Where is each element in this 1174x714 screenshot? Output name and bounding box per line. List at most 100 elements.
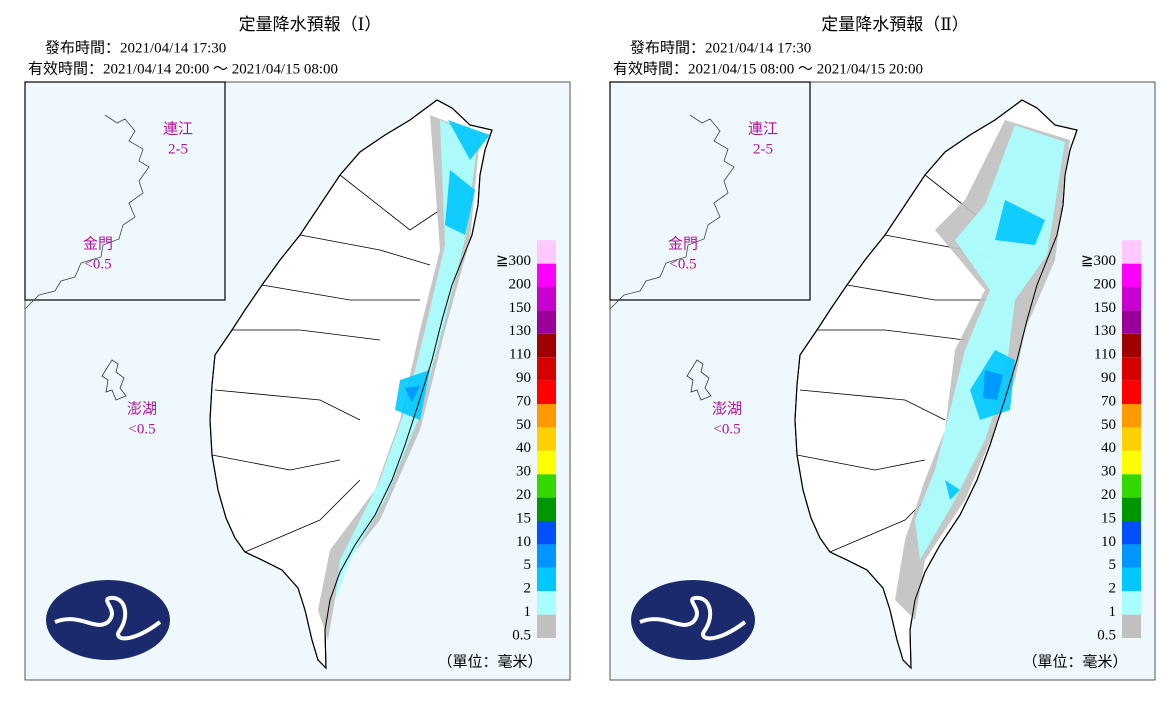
legend-label: 1: [524, 604, 532, 620]
legend-label: 1: [1109, 604, 1117, 620]
legend-label: 40: [1101, 440, 1116, 456]
legend-label: 20: [1101, 487, 1116, 503]
legend-swatch: [1122, 497, 1141, 521]
legend-swatch: [537, 333, 556, 358]
rain-area: [945, 200, 1045, 500]
inset-value: <0.5: [713, 421, 740, 437]
legend-swatch: [537, 240, 556, 264]
legend-label: 200: [509, 276, 532, 292]
legend-swatch: [537, 497, 556, 521]
inset-name: 連江: [748, 120, 778, 137]
taiwan-outline-top: [209, 99, 493, 670]
taiwan-outline-top: [794, 99, 1078, 670]
cwb-logo-swirl: [54, 595, 162, 641]
legend-swatch: [1122, 333, 1141, 358]
valid-time: 有效時間：2021/04/15 08:00 ～ 2021/04/15 20:00: [613, 60, 923, 77]
legend-swatch: [1122, 263, 1141, 287]
legend-label: 15: [516, 510, 531, 526]
legend-label: 150: [1094, 300, 1117, 316]
legend-label: 5: [1109, 557, 1117, 573]
inset-coast: [24, 114, 150, 310]
legend-swatch: [1122, 450, 1141, 475]
panel-title: 定量降水預報（Ⅱ）: [821, 15, 969, 34]
legend-swatch: [1122, 380, 1141, 404]
legend-label: 110: [509, 347, 531, 363]
forecast-panel: 定量降水預報（Ⅱ） 發布時間：2021/04/14 17:30 有效時間：2021/…: [609, 15, 1156, 681]
county-borders: [211, 174, 441, 553]
legend-label: 2: [1109, 581, 1117, 597]
penghu-islands: [686, 359, 712, 401]
legend-swatch: [537, 357, 556, 381]
legend-swatch: [1122, 521, 1141, 545]
legend-swatch: [537, 544, 556, 568]
inset-name: 金門: [668, 235, 698, 252]
legend-swatch: [1122, 310, 1141, 334]
inset-value: <0.5: [128, 421, 155, 437]
penghu-islands: [101, 359, 127, 401]
legend-swatch: [537, 310, 556, 334]
legend-label: 150: [509, 300, 532, 316]
inset-value: 2-5: [753, 141, 773, 157]
legend-swatch: [537, 287, 556, 311]
legend-label: 70: [516, 393, 531, 409]
issued-time: 發布時間：2021/04/14 17:30: [45, 39, 226, 56]
inset-name: 連江: [163, 120, 193, 137]
legend-label: 40: [516, 440, 531, 456]
legend-swatch: [537, 427, 556, 451]
issued-time: 發布時間：2021/04/14 17:30: [630, 39, 811, 56]
legend-label: ≧300: [496, 253, 531, 269]
inset-frame: [609, 81, 811, 301]
forecast-panel: 定量降水預報（Ⅰ） 發布時間：2021/04/14 17:30 有效時間：2021/…: [24, 15, 571, 681]
legend-label: 2: [524, 581, 532, 597]
rain-area: [395, 120, 490, 420]
legend-swatch: [1122, 240, 1141, 264]
legend-label: 10: [1101, 534, 1116, 550]
legend-swatch: [1122, 357, 1141, 381]
legend-swatch: [537, 521, 556, 545]
panel-title: 定量降水預報（Ⅰ）: [239, 15, 382, 34]
legend-label: 50: [1101, 417, 1116, 433]
legend-label: 110: [1094, 347, 1116, 363]
legend-label: 30: [516, 464, 531, 480]
legend-label: 0.5: [1097, 627, 1116, 643]
legend-label: 200: [1094, 276, 1117, 292]
legend-swatch: [537, 450, 556, 475]
rain-area: [983, 370, 1003, 400]
inset-value: <0.5: [84, 256, 111, 272]
legend-label: 70: [1101, 393, 1116, 409]
legend-unit: （單位：毫米）: [437, 652, 542, 670]
legend-swatch: [537, 380, 556, 404]
inset-value: <0.5: [669, 256, 696, 272]
inset-name: 澎湖: [712, 400, 742, 417]
inset-name: 澎湖: [127, 400, 157, 417]
inset-name: 金門: [83, 235, 113, 252]
legend-swatch: [537, 591, 556, 615]
legend-swatch: [537, 567, 556, 592]
legend-swatch: [1122, 614, 1141, 638]
legend-swatch: [1122, 567, 1141, 592]
rain-area: [405, 386, 420, 402]
legend-swatch: [1122, 591, 1141, 615]
inset-value: 2-5: [168, 141, 188, 157]
legend-label: 90: [516, 370, 531, 386]
legend-label: 15: [1101, 510, 1116, 526]
legend-swatch: [537, 614, 556, 638]
legend-label: 130: [1094, 323, 1117, 339]
legend-label: 20: [516, 487, 531, 503]
rain-area: [335, 120, 478, 600]
legend-label: 90: [1101, 370, 1116, 386]
legend-label: 0.5: [512, 627, 531, 643]
legend-label: 30: [1101, 464, 1116, 480]
legend-label: 50: [516, 417, 531, 433]
legend-swatch: [1122, 544, 1141, 568]
legend-swatch: [1122, 427, 1141, 451]
valid-time: 有效時間：2021/04/14 20:00 ～ 2021/04/15 08:00: [28, 60, 338, 77]
legend-swatch: [1122, 474, 1141, 498]
legend-label: 130: [509, 323, 532, 339]
legend-swatch: [537, 263, 556, 287]
legend-label: 10: [516, 534, 531, 550]
inset-frame: [24, 81, 226, 301]
legend-swatch: [537, 404, 556, 428]
cwb-logo-swirl: [639, 595, 747, 641]
